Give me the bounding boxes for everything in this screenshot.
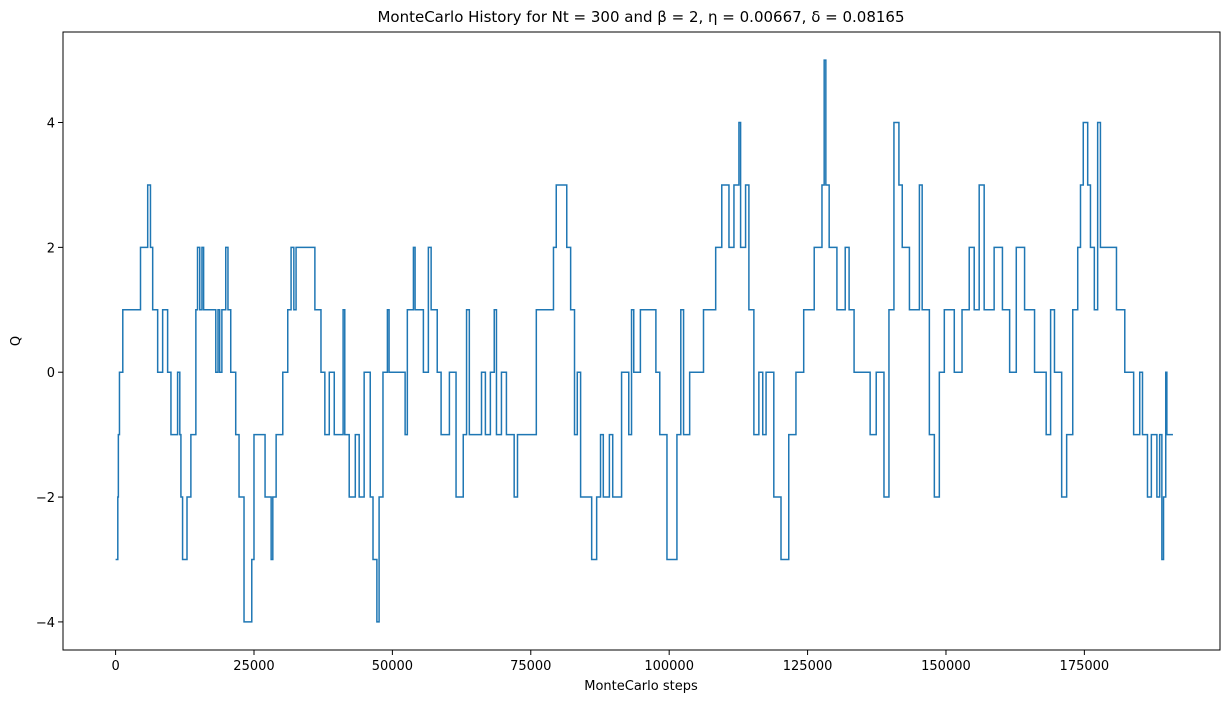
series-line <box>115 59 1173 623</box>
x-axis-label: MonteCarlo steps <box>584 679 698 694</box>
y-tick-label: −4 <box>36 616 55 631</box>
chart-title: MonteCarlo History for Nt = 300 and β = … <box>377 8 904 26</box>
x-tick-label: 50000 <box>372 659 413 674</box>
y-tick-label: 4 <box>47 117 55 132</box>
x-tick-label: 0 <box>111 659 119 674</box>
x-tick-label: 175000 <box>1060 659 1110 674</box>
y-axis-label: Q <box>9 336 24 346</box>
x-tick-label: 100000 <box>644 659 694 674</box>
y-tick-label: −2 <box>36 491 55 506</box>
x-tick-label: 25000 <box>233 659 274 674</box>
plot-frame <box>62 31 1221 651</box>
x-tick-label: 75000 <box>510 659 551 674</box>
y-tick-label: 2 <box>47 241 55 256</box>
x-tick-label: 125000 <box>783 659 833 674</box>
x-tick-label: 150000 <box>921 659 971 674</box>
y-tick-label: 0 <box>47 366 55 381</box>
